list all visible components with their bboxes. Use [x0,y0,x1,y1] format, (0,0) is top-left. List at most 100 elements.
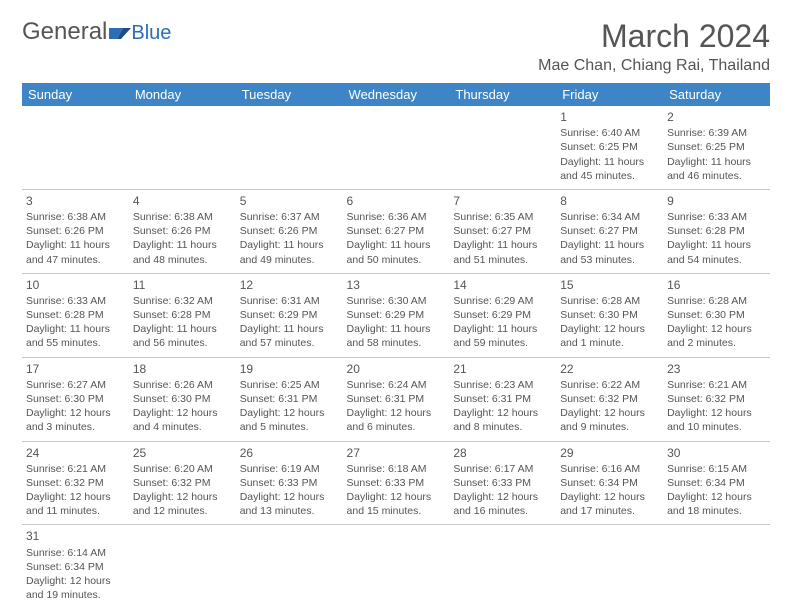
weekday-header: Friday [556,83,663,106]
sunrise-text: Sunrise: 6:31 AM [240,294,339,308]
day-number: 12 [240,277,339,293]
calendar-cell: 22Sunrise: 6:22 AMSunset: 6:32 PMDayligh… [556,357,663,441]
daylight-text-2: and 8 minutes. [453,420,552,434]
day-number: 22 [560,361,659,377]
sunrise-text: Sunrise: 6:28 AM [667,294,766,308]
calendar-cell-empty [663,525,770,608]
calendar-cell-empty [449,106,556,189]
daylight-text-2: and 55 minutes. [26,336,125,350]
daylight-text-2: and 2 minutes. [667,336,766,350]
daylight-text-1: Daylight: 11 hours [347,238,446,252]
sunset-text: Sunset: 6:27 PM [560,224,659,238]
sunset-text: Sunset: 6:34 PM [26,560,125,574]
calendar-row: 24Sunrise: 6:21 AMSunset: 6:32 PMDayligh… [22,441,770,525]
daylight-text-1: Daylight: 12 hours [560,406,659,420]
sunrise-text: Sunrise: 6:40 AM [560,126,659,140]
daylight-text-2: and 10 minutes. [667,420,766,434]
sunset-text: Sunset: 6:33 PM [347,476,446,490]
sunset-text: Sunset: 6:33 PM [240,476,339,490]
calendar-cell: 26Sunrise: 6:19 AMSunset: 6:33 PMDayligh… [236,441,343,525]
daylight-text-2: and 9 minutes. [560,420,659,434]
weekday-header-row: SundayMondayTuesdayWednesdayThursdayFrid… [22,83,770,106]
calendar-cell: 15Sunrise: 6:28 AMSunset: 6:30 PMDayligh… [556,273,663,357]
daylight-text-2: and 53 minutes. [560,253,659,267]
sunrise-text: Sunrise: 6:28 AM [560,294,659,308]
daylight-text-2: and 16 minutes. [453,504,552,518]
daylight-text-1: Daylight: 12 hours [667,406,766,420]
sunrise-text: Sunrise: 6:17 AM [453,462,552,476]
sunrise-text: Sunrise: 6:24 AM [347,378,446,392]
sunrise-text: Sunrise: 6:33 AM [667,210,766,224]
daylight-text-1: Daylight: 12 hours [240,406,339,420]
daylight-text-2: and 12 minutes. [133,504,232,518]
daylight-text-1: Daylight: 12 hours [240,490,339,504]
sunrise-text: Sunrise: 6:26 AM [133,378,232,392]
day-number: 19 [240,361,339,377]
daylight-text-2: and 48 minutes. [133,253,232,267]
daylight-text-1: Daylight: 11 hours [453,322,552,336]
day-number: 8 [560,193,659,209]
weekday-header: Monday [129,83,236,106]
weekday-header: Saturday [663,83,770,106]
sunset-text: Sunset: 6:28 PM [133,308,232,322]
calendar-cell-empty [236,106,343,189]
daylight-text-2: and 51 minutes. [453,253,552,267]
sunset-text: Sunset: 6:25 PM [667,140,766,154]
day-number: 30 [667,445,766,461]
calendar-row: 3Sunrise: 6:38 AMSunset: 6:26 PMDaylight… [22,189,770,273]
calendar-cell: 6Sunrise: 6:36 AMSunset: 6:27 PMDaylight… [343,189,450,273]
sunset-text: Sunset: 6:26 PM [26,224,125,238]
sunset-text: Sunset: 6:30 PM [26,392,125,406]
sunrise-text: Sunrise: 6:36 AM [347,210,446,224]
sunset-text: Sunset: 6:31 PM [240,392,339,406]
daylight-text-1: Daylight: 12 hours [560,490,659,504]
day-number: 16 [667,277,766,293]
sunrise-text: Sunrise: 6:14 AM [26,546,125,560]
day-number: 20 [347,361,446,377]
day-number: 21 [453,361,552,377]
calendar-cell: 27Sunrise: 6:18 AMSunset: 6:33 PMDayligh… [343,441,450,525]
calendar-cell: 25Sunrise: 6:20 AMSunset: 6:32 PMDayligh… [129,441,236,525]
daylight-text-1: Daylight: 12 hours [26,574,125,588]
daylight-text-1: Daylight: 11 hours [667,238,766,252]
weekday-header: Sunday [22,83,129,106]
calendar-cell-empty [22,106,129,189]
sunset-text: Sunset: 6:32 PM [560,392,659,406]
sunrise-text: Sunrise: 6:29 AM [453,294,552,308]
sunset-text: Sunset: 6:32 PM [26,476,125,490]
sunrise-text: Sunrise: 6:27 AM [26,378,125,392]
sunrise-text: Sunrise: 6:38 AM [133,210,232,224]
day-number: 13 [347,277,446,293]
calendar-cell: 31Sunrise: 6:14 AMSunset: 6:34 PMDayligh… [22,525,129,608]
day-number: 11 [133,277,232,293]
day-number: 25 [133,445,232,461]
logo-text-general: General [22,18,107,46]
daylight-text-1: Daylight: 11 hours [667,155,766,169]
daylight-text-2: and 46 minutes. [667,169,766,183]
location: Mae Chan, Chiang Rai, Thailand [538,57,770,75]
calendar-body: 1Sunrise: 6:40 AMSunset: 6:25 PMDaylight… [22,106,770,608]
daylight-text-2: and 56 minutes. [133,336,232,350]
weekday-header: Thursday [449,83,556,106]
sunset-text: Sunset: 6:26 PM [240,224,339,238]
daylight-text-1: Daylight: 12 hours [667,322,766,336]
calendar-cell-empty [236,525,343,608]
day-number: 2 [667,109,766,125]
daylight-text-1: Daylight: 12 hours [453,406,552,420]
daylight-text-2: and 17 minutes. [560,504,659,518]
sunrise-text: Sunrise: 6:20 AM [133,462,232,476]
calendar-cell: 13Sunrise: 6:30 AMSunset: 6:29 PMDayligh… [343,273,450,357]
daylight-text-1: Daylight: 11 hours [133,238,232,252]
daylight-text-1: Daylight: 12 hours [667,490,766,504]
calendar-cell: 18Sunrise: 6:26 AMSunset: 6:30 PMDayligh… [129,357,236,441]
sunset-text: Sunset: 6:33 PM [453,476,552,490]
calendar-cell: 9Sunrise: 6:33 AMSunset: 6:28 PMDaylight… [663,189,770,273]
weekday-header: Wednesday [343,83,450,106]
day-number: 14 [453,277,552,293]
calendar-cell: 12Sunrise: 6:31 AMSunset: 6:29 PMDayligh… [236,273,343,357]
logo: General Blue [22,18,171,46]
sunrise-text: Sunrise: 6:22 AM [560,378,659,392]
sunrise-text: Sunrise: 6:34 AM [560,210,659,224]
daylight-text-2: and 50 minutes. [347,253,446,267]
calendar-cell-empty [129,106,236,189]
